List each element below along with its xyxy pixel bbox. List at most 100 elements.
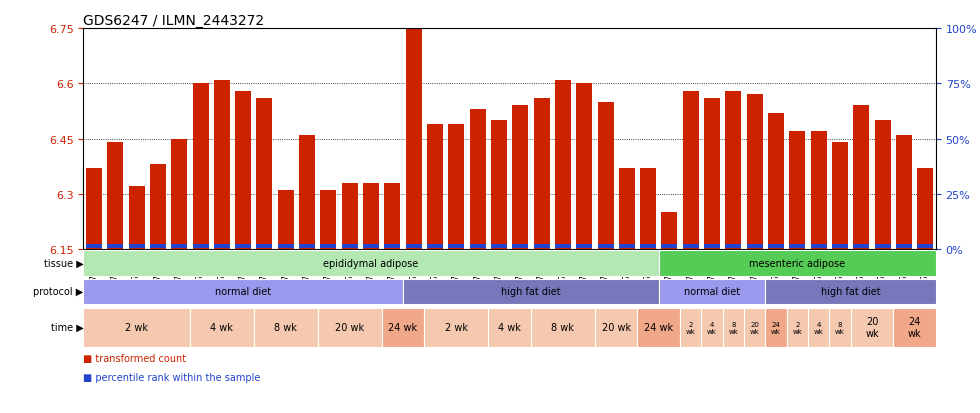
Text: protocol ▶: protocol ▶ [33, 287, 83, 297]
Bar [257, 99, 272, 249]
Text: 24
wk: 24 wk [771, 321, 781, 334]
Bar [299, 135, 316, 249]
Bar [723, 308, 744, 347]
Bar [917, 169, 933, 249]
Bar [150, 244, 166, 249]
Bar [318, 308, 382, 347]
Text: 2
wk: 2 wk [686, 321, 696, 334]
Bar [406, 244, 421, 249]
Bar [150, 165, 166, 249]
Bar [662, 213, 677, 249]
Bar [659, 279, 765, 304]
Bar [640, 169, 657, 249]
Bar [832, 143, 848, 249]
Bar [874, 244, 891, 249]
Text: 20
wk: 20 wk [865, 316, 879, 338]
Bar [86, 169, 102, 249]
Bar [363, 183, 379, 249]
Bar [491, 244, 507, 249]
Bar [342, 183, 358, 249]
Bar [83, 308, 190, 347]
Bar [382, 308, 424, 347]
Text: mesenteric adipose: mesenteric adipose [750, 259, 846, 268]
Bar [725, 91, 742, 249]
Bar [725, 244, 742, 249]
Bar [702, 308, 723, 347]
Bar [257, 244, 272, 249]
Text: 24 wk: 24 wk [388, 322, 417, 332]
Text: 20 wk: 20 wk [335, 322, 365, 332]
Bar [854, 106, 869, 249]
Bar [683, 244, 699, 249]
Bar [277, 244, 294, 249]
Bar [576, 84, 592, 249]
Bar [662, 244, 677, 249]
Bar [851, 308, 894, 347]
Bar [747, 244, 762, 249]
Bar [680, 308, 702, 347]
Bar [448, 244, 465, 249]
Bar [488, 308, 531, 347]
Text: ■ percentile rank within the sample: ■ percentile rank within the sample [83, 372, 261, 382]
Bar [854, 244, 869, 249]
Bar [768, 244, 784, 249]
Bar [491, 121, 507, 249]
Bar [214, 244, 230, 249]
Bar [427, 244, 443, 249]
Bar [829, 308, 851, 347]
Bar [659, 251, 936, 276]
Bar [235, 244, 251, 249]
Text: high fat diet: high fat diet [821, 287, 880, 297]
Bar [598, 102, 613, 249]
Text: 24 wk: 24 wk [644, 322, 673, 332]
Bar [254, 308, 318, 347]
Bar [789, 132, 806, 249]
Bar [214, 81, 230, 249]
Bar [704, 99, 720, 249]
Text: 2 wk: 2 wk [125, 322, 148, 332]
Bar [448, 124, 465, 249]
Bar [810, 244, 827, 249]
Bar [744, 308, 765, 347]
Text: 20
wk: 20 wk [750, 321, 760, 334]
Bar [874, 121, 891, 249]
Bar [765, 279, 936, 304]
Bar [531, 308, 595, 347]
Bar [384, 183, 401, 249]
Bar [533, 244, 550, 249]
Text: 4
wk: 4 wk [708, 321, 717, 334]
Bar [618, 169, 635, 249]
Bar [424, 308, 488, 347]
Text: tissue ▶: tissue ▶ [43, 259, 83, 268]
Bar [277, 191, 294, 249]
Bar [513, 244, 528, 249]
Bar [320, 191, 336, 249]
Bar [83, 279, 403, 304]
Text: 24
wk: 24 wk [907, 316, 921, 338]
Bar [618, 244, 635, 249]
Bar [107, 244, 123, 249]
Text: 2
wk: 2 wk [793, 321, 803, 334]
Bar [576, 244, 592, 249]
Bar [86, 244, 102, 249]
Text: 8
wk: 8 wk [728, 321, 738, 334]
Bar [406, 29, 421, 249]
Text: 4 wk: 4 wk [498, 322, 521, 332]
Text: normal diet: normal diet [684, 287, 740, 297]
Bar [808, 308, 829, 347]
Bar [896, 244, 912, 249]
Bar [555, 244, 571, 249]
Bar [810, 132, 827, 249]
Bar [299, 244, 316, 249]
Bar [640, 244, 657, 249]
Bar [683, 91, 699, 249]
Text: 20 wk: 20 wk [602, 322, 631, 332]
Bar [598, 244, 613, 249]
Text: epididymal adipose: epididymal adipose [323, 259, 418, 268]
Bar [192, 84, 209, 249]
Bar [533, 99, 550, 249]
Bar [768, 114, 784, 249]
Text: 8
wk: 8 wk [835, 321, 845, 334]
Text: normal diet: normal diet [215, 287, 271, 297]
Bar [128, 244, 145, 249]
